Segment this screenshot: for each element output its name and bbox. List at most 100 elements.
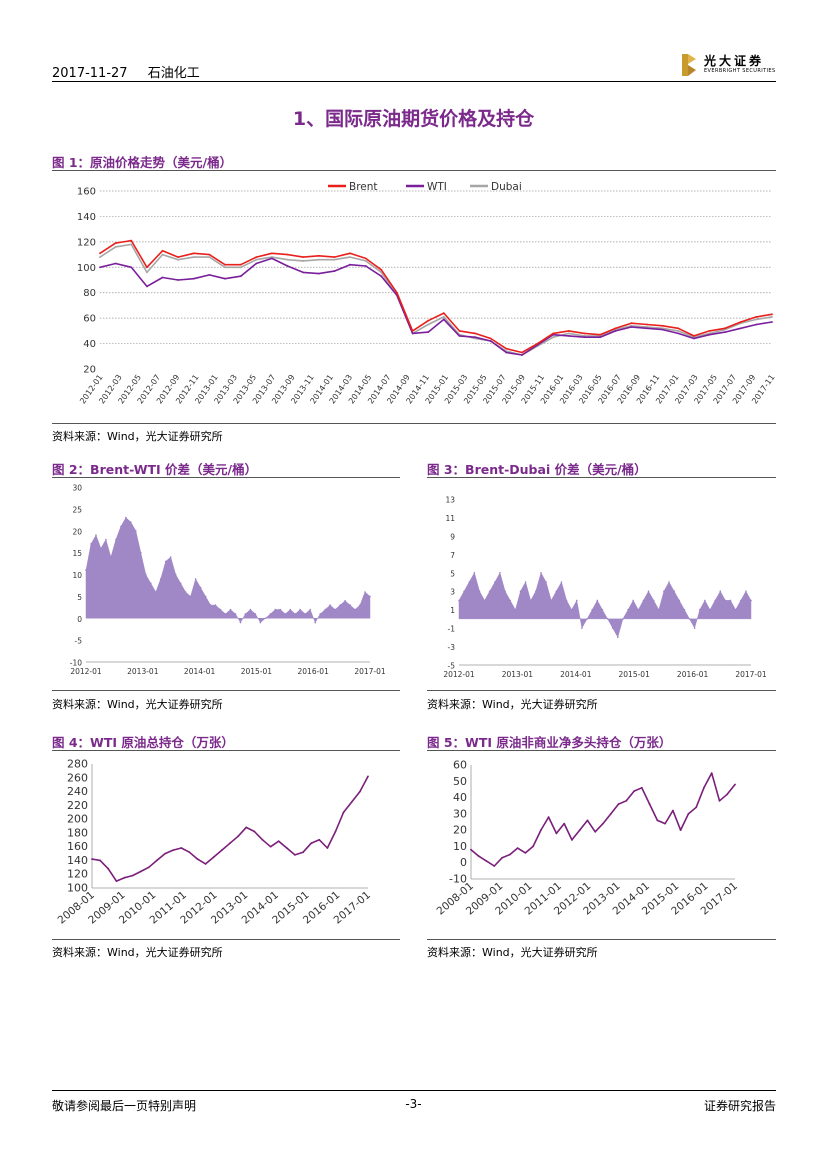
footer-disclaimer: 敬请参阅最后一页特别声明 [52, 1099, 197, 1113]
x-tick-label: 2015-01 [241, 667, 273, 676]
data-point [583, 335, 586, 337]
section-title: 1、国际原油期货价格及持仓 [292, 108, 535, 130]
y-tick-label: 25 [72, 505, 82, 514]
data-point [271, 252, 273, 255]
data-point [648, 803, 651, 805]
data-point [254, 613, 257, 615]
data-point [99, 859, 101, 862]
y-tick-label: 20 [83, 365, 96, 376]
data-point [521, 351, 523, 354]
data-point [571, 839, 573, 841]
data-point [771, 316, 773, 318]
data-point [567, 330, 570, 332]
y-tick-label: -5 [75, 637, 83, 646]
data-point [611, 627, 614, 629]
data-point [740, 599, 742, 602]
data-point [485, 860, 488, 862]
data-point [364, 260, 367, 262]
data-point [229, 608, 232, 611]
figure-3-rule [427, 477, 776, 478]
data-point [708, 333, 711, 336]
figure-4-title: 图 4：WTI 原油总持仓（万张） [52, 735, 234, 750]
data-point [693, 335, 695, 337]
data-point [594, 830, 597, 833]
data-point [617, 636, 619, 639]
figure-2-source-rule [52, 690, 400, 691]
data-point [555, 590, 558, 592]
data-point [212, 856, 215, 858]
data-point [208, 274, 211, 276]
data-point [221, 849, 223, 851]
y-tick-label: -10 [70, 659, 82, 668]
data-point [319, 613, 322, 615]
data-point [488, 590, 491, 592]
data-point [609, 813, 612, 815]
data-point [586, 618, 588, 620]
data-point [364, 265, 367, 267]
data-point [99, 266, 101, 269]
legend-label: WTI [427, 181, 447, 193]
data-point [699, 608, 701, 611]
data-point [161, 253, 164, 256]
data-point [545, 581, 547, 583]
data-point [229, 842, 231, 845]
data-point [427, 319, 430, 322]
data-point [739, 327, 742, 330]
data-point [367, 775, 369, 778]
data-point [677, 332, 680, 335]
data-point [130, 266, 133, 269]
data-point [708, 330, 711, 332]
data-point [146, 285, 148, 288]
data-point [261, 838, 264, 841]
data-point [771, 321, 773, 323]
y-tick-label: 120 [77, 237, 96, 248]
figure-4-rule [52, 750, 400, 751]
data-point [677, 330, 680, 332]
report-header: 2017-11-27 石油化工 [52, 62, 216, 81]
data-point [524, 852, 527, 854]
data-point [350, 801, 353, 803]
data-point [91, 858, 93, 860]
data-point [90, 543, 92, 545]
data-point [673, 590, 675, 592]
data-point [349, 604, 351, 606]
data-point [125, 516, 127, 519]
data-point [622, 618, 624, 620]
data-point [302, 851, 304, 854]
data-point [709, 608, 711, 611]
data-point [570, 608, 573, 611]
series-line-main [91, 776, 369, 882]
data-point [318, 838, 321, 841]
x-tick-label: 2015-01 [619, 670, 651, 679]
y-tick-label: 10 [453, 840, 467, 853]
y-tick-label: 15 [72, 549, 82, 558]
data-point [563, 822, 566, 825]
report-date: 2017-11-27 [52, 66, 128, 81]
data-point [458, 335, 461, 337]
data-point [364, 591, 366, 593]
data-point [552, 332, 555, 335]
data-point [294, 854, 296, 856]
data-point [239, 263, 242, 266]
data-point [194, 578, 197, 580]
data-point [169, 556, 172, 558]
data-point [724, 327, 726, 330]
y-tick-label: 100 [67, 882, 88, 895]
data-point [131, 874, 134, 877]
data-point [317, 254, 320, 257]
data-point [110, 556, 112, 558]
footer-report-type: 证券研究报告 [703, 1099, 776, 1113]
data-point [279, 608, 282, 611]
data-point [294, 613, 297, 615]
data-point [703, 786, 705, 789]
data-point [565, 599, 568, 602]
data-point [576, 599, 578, 602]
data-point [249, 608, 252, 611]
chart-crude-price: 204060801001201401602012-012012-032012-0… [77, 181, 776, 406]
data-point [135, 530, 137, 532]
data-point [710, 772, 713, 774]
legend-label: Brent [349, 181, 378, 193]
data-point [718, 799, 721, 802]
figure-3-source: 资料来源：Wind，光大证券研究所 [427, 698, 598, 711]
data-point [214, 604, 217, 606]
